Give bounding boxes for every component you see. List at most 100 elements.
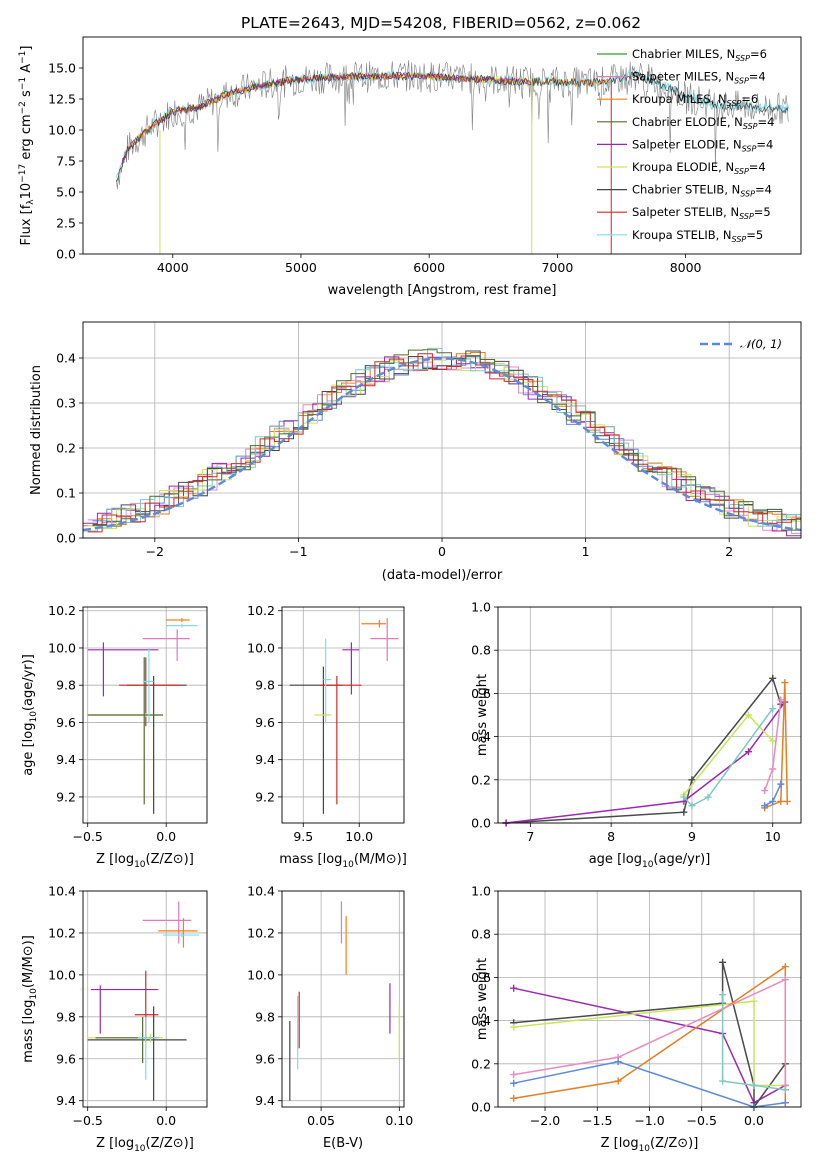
y-tick-label: 10.0 (48, 967, 76, 982)
legend-entry: Chabrier ELODIE, NSSP=4 (632, 115, 774, 131)
y-tick-label: 9.2 (255, 789, 275, 804)
x-tick-label: 0.0 (744, 1113, 764, 1128)
y-tick-label: 5.0 (56, 185, 76, 200)
series-marker (744, 748, 752, 756)
x-tick-label: 0.0 (156, 829, 176, 844)
series-marker (680, 808, 688, 816)
mass-vs-Z-points (87, 901, 200, 1101)
histogram-step-line (92, 356, 801, 526)
y-tick-label: 0.4 (56, 351, 76, 366)
age-vs-Z-ylabel: age [log10(age/yr)] (21, 654, 39, 776)
weight-vs-age-axes: 7 8 9 10 0.0 0.2 0.4 0.6 0.8 1.0 (471, 600, 801, 844)
x-tick-label: 4000 (157, 260, 189, 275)
series-marker (769, 705, 777, 713)
x-tick-label: 0.10 (385, 1113, 413, 1128)
series-marker (781, 1099, 789, 1107)
weight-vs-age-xlabel: age [log10(age/yr)] (589, 852, 711, 870)
spectrum-series-line (121, 72, 533, 165)
legend-entry: Kroupa MILES, NSSP=6 (632, 92, 758, 108)
weight-vs-Z-frame (497, 890, 802, 1108)
x-tick-label: −0.5 (73, 1113, 103, 1128)
y-tick-label: 0.2 (56, 441, 76, 456)
weight-vs-age-ylabel: mass weight (475, 674, 490, 756)
y-tick-label: 7.5 (56, 154, 76, 169)
y-tick-label: 10.0 (247, 640, 275, 655)
y-tick-label: 9.4 (255, 752, 275, 767)
series-marker (510, 1094, 518, 1102)
x-tick-label: 2 (725, 544, 733, 559)
x-tick-label: −0.5 (687, 1113, 717, 1128)
y-tick-label: 10.0 (48, 640, 76, 655)
x-tick-label: 7 (526, 829, 534, 844)
y-tick-label: 10.4 (247, 884, 275, 899)
weight-vs-Z-series (510, 958, 789, 1111)
x-tick-label: 9 (688, 829, 696, 844)
series-line (513, 1000, 786, 1087)
y-tick-label: 10.2 (247, 925, 275, 940)
legend-entry: Kroupa STELIB, NSSP=5 (632, 228, 763, 244)
mass-vs-EBV-points (289, 901, 400, 1101)
legend-entry: 𝒩(0, 1) (740, 337, 782, 351)
series-marker (719, 991, 727, 999)
spectrum-frame (82, 36, 802, 255)
series-marker (781, 679, 789, 687)
series-line (683, 708, 774, 807)
y-tick-label: 1.0 (471, 600, 491, 615)
y-tick-label: 0.0 (471, 1100, 491, 1115)
series-marker (510, 1023, 518, 1031)
legend-entry: Salpeter MILES, NSSP=4 (632, 70, 766, 86)
series-marker (769, 737, 777, 745)
series-marker (777, 696, 785, 704)
series-marker (704, 793, 712, 801)
y-tick-label: 0.3 (56, 396, 76, 411)
legend-entry: Kroupa ELODIE, NSSP=4 (632, 160, 766, 176)
spectrum-axes: 4000 5000 6000 7000 8000 0.0 2.5 5.0 7.5 10.0 12.5… (48, 61, 701, 276)
x-tick-label: 8000 (670, 260, 702, 275)
y-tick-label: 0.2 (471, 772, 491, 787)
series-line (513, 1060, 786, 1108)
series-marker (781, 976, 789, 984)
y-tick-label: 0.1 (56, 486, 76, 501)
x-tick-label: −2 (146, 544, 164, 559)
age-vs-Z-points (87, 618, 198, 814)
y-tick-label: 10.0 (48, 123, 76, 138)
x-tick-label: 0 (438, 544, 446, 559)
weight-vs-age-frame (497, 606, 802, 824)
y-tick-label: 0.2 (471, 1056, 491, 1071)
y-tick-label: 9.6 (56, 715, 76, 730)
x-tick-label: −1 (289, 544, 307, 559)
y-tick-label: 10.4 (48, 884, 76, 899)
age-vs-mass-axes: 9.5 10.0 9.2 9.4 9.6 9.8 10.0 10.2 (247, 603, 404, 844)
series-marker (777, 797, 785, 805)
residuals-frame (82, 321, 802, 539)
residuals-ylabel: Normed distribution (29, 365, 44, 495)
weight-vs-Z-xlabel: Z [log10(Z/Z⊙)] (601, 1136, 699, 1154)
y-tick-label: 0.4 (471, 729, 491, 744)
mass-vs-EBV-xlabel: E(B-V) (323, 1136, 363, 1151)
y-tick-label: 0.0 (56, 247, 76, 262)
weight-vs-Z-ylabel: mass weight (475, 958, 490, 1040)
weight-vs-age-series (502, 674, 791, 827)
legend-entry: Salpeter ELODIE, NSSP=4 (632, 137, 773, 153)
histogram-step-line (87, 353, 801, 533)
y-tick-label: 9.8 (255, 678, 275, 693)
x-tick-label: 9.5 (293, 829, 313, 844)
y-tick-label: 10.2 (247, 603, 275, 618)
x-tick-label: 8 (607, 829, 615, 844)
series-marker (769, 765, 777, 773)
histogram-step-line (92, 349, 801, 531)
x-tick-label: 0.0 (156, 1113, 176, 1128)
x-tick-label: 0.05 (307, 1113, 335, 1128)
spectrum-ylabel: Flux [fλ10−17 erg cm−2 s−1 A−1] (18, 46, 36, 246)
y-tick-label: 10.2 (48, 603, 76, 618)
series-marker (680, 793, 688, 801)
weight-vs-Z-axes: −2.0 −1.5 −1.0 −0.5 0.0 0.0 0.2 0.4 0.6 0.8 1.0 (471, 884, 801, 1128)
y-tick-label: 9.4 (255, 1093, 275, 1108)
series-marker (744, 711, 752, 719)
y-tick-label: 0.8 (471, 643, 491, 658)
x-tick-label: −1.5 (582, 1113, 612, 1128)
spectrum-xlabel: wavelength [Angstrom, rest frame] (328, 283, 557, 298)
y-tick-label: 9.8 (56, 678, 76, 693)
y-tick-label: 9.6 (255, 1051, 275, 1066)
